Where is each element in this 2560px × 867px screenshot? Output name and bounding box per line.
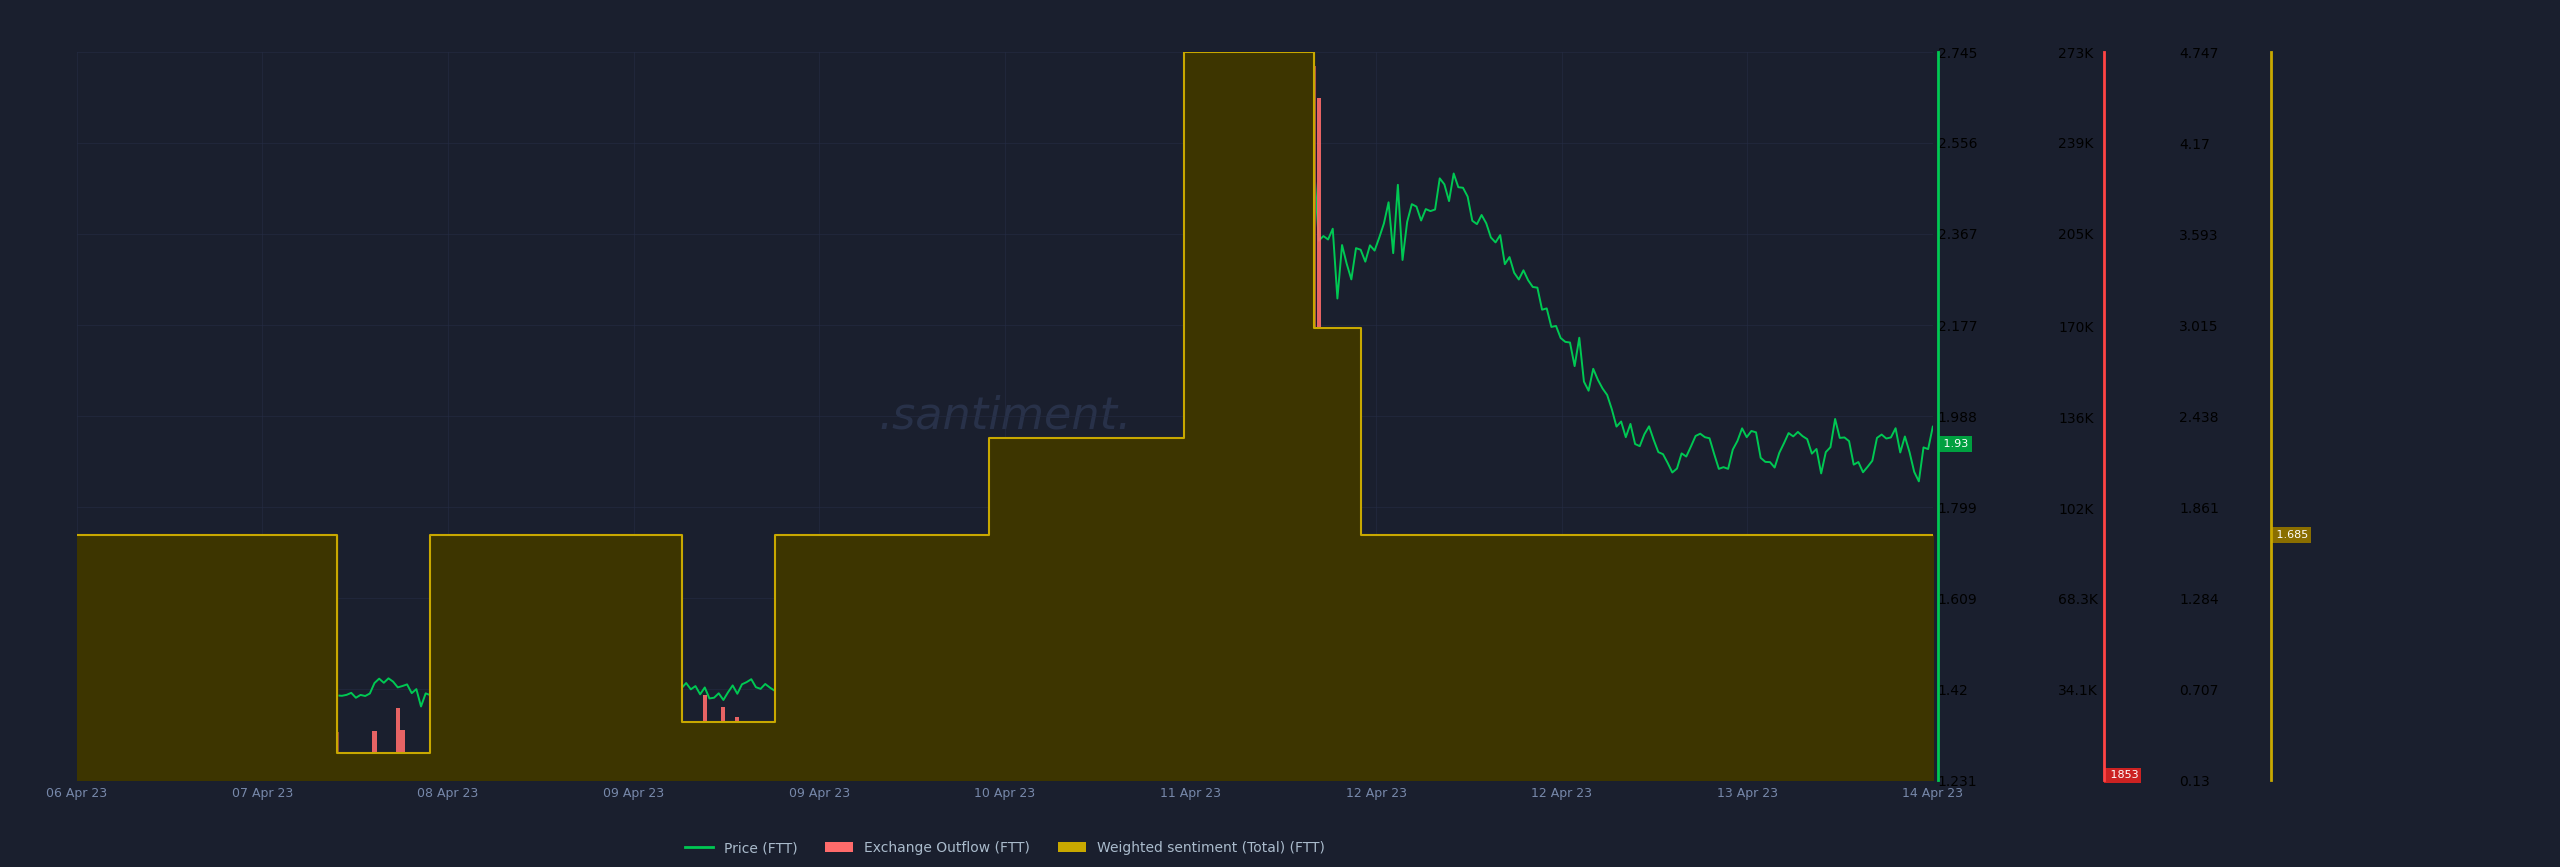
Bar [1917,740,1920,780]
Bar [1897,701,1902,780]
Bar [847,766,850,780]
Bar [1172,638,1178,780]
Bar [625,750,627,780]
Bar [881,749,883,780]
Bar [1242,227,1247,780]
Bar [1866,755,1869,780]
Bar [712,762,717,780]
Bar [1377,759,1382,780]
Bar [90,703,92,780]
Bar [461,770,466,780]
Bar [1503,748,1508,780]
Bar [1042,748,1047,780]
Bar [451,736,456,780]
Bar [1587,601,1590,780]
Bar [632,700,637,780]
Bar [1257,112,1260,780]
Bar [701,695,707,780]
Bar [164,730,166,780]
Bar [637,757,643,780]
Bar [1428,765,1434,780]
Text: 1.93: 1.93 [1940,439,1969,449]
Bar [1262,212,1265,780]
Bar [1006,724,1009,780]
Bar [852,749,855,780]
Bar [1513,740,1516,780]
Bar [1339,765,1344,780]
Bar [1155,575,1157,780]
Bar [722,707,724,780]
Bar [620,688,622,780]
Bar [1564,628,1567,780]
Bar [1288,711,1293,780]
Bar [1252,143,1257,780]
Bar [1633,597,1638,780]
Bar [456,698,461,780]
Bar [1029,763,1032,780]
Bar [274,750,279,780]
Bar [1144,608,1149,780]
Bar [1178,635,1180,780]
Bar [1313,66,1316,780]
Bar [1595,694,1600,780]
Bar [279,740,284,780]
Text: 1.685: 1.685 [2273,530,2309,540]
Bar [261,770,264,780]
Bar [399,731,404,780]
Bar [1116,593,1121,780]
Bar [397,707,399,780]
Bar [1646,602,1651,780]
Bar [79,753,84,780]
Bar [1183,572,1185,780]
Bar [243,722,246,780]
Bar [1469,701,1475,780]
Bar [1185,757,1190,780]
Bar [1126,570,1129,780]
Bar [1032,723,1037,780]
Bar [927,712,929,780]
Bar [502,709,507,780]
Bar [1702,710,1708,780]
Bar [1293,66,1298,780]
Bar [945,710,950,780]
Bar [256,746,261,780]
Bar [479,741,484,780]
Bar [1275,64,1280,780]
Bar [1800,761,1805,780]
Legend: Price (FTT), Exchange Outflow (FTT), Weighted sentiment (Total) (FTT): Price (FTT), Exchange Outflow (FTT), Wei… [678,836,1331,861]
Bar [1605,740,1610,780]
Bar [655,746,660,780]
Bar [177,732,182,780]
Bar [1196,697,1201,780]
Bar [660,742,666,780]
Bar [371,731,376,780]
Bar [735,717,740,780]
Bar [568,759,571,780]
Bar [1132,679,1134,780]
Bar [1754,737,1759,780]
Bar [1149,609,1155,780]
Bar [335,733,340,780]
Bar [1359,701,1362,780]
Bar [963,754,968,780]
Text: 1853: 1853 [2107,771,2138,780]
Bar [1559,628,1562,780]
Bar [1713,720,1715,780]
Bar [1628,648,1633,780]
Bar [1316,98,1321,780]
Bar [1644,713,1646,780]
Bar [1236,248,1242,780]
Text: .santiment.: .santiment. [878,394,1132,438]
Bar [1308,266,1311,780]
Bar [1656,709,1661,780]
Bar [1298,64,1303,780]
Bar [1446,734,1452,780]
Bar [1162,707,1167,780]
Bar [796,707,799,780]
Bar [1541,710,1544,780]
Bar [1270,199,1275,780]
